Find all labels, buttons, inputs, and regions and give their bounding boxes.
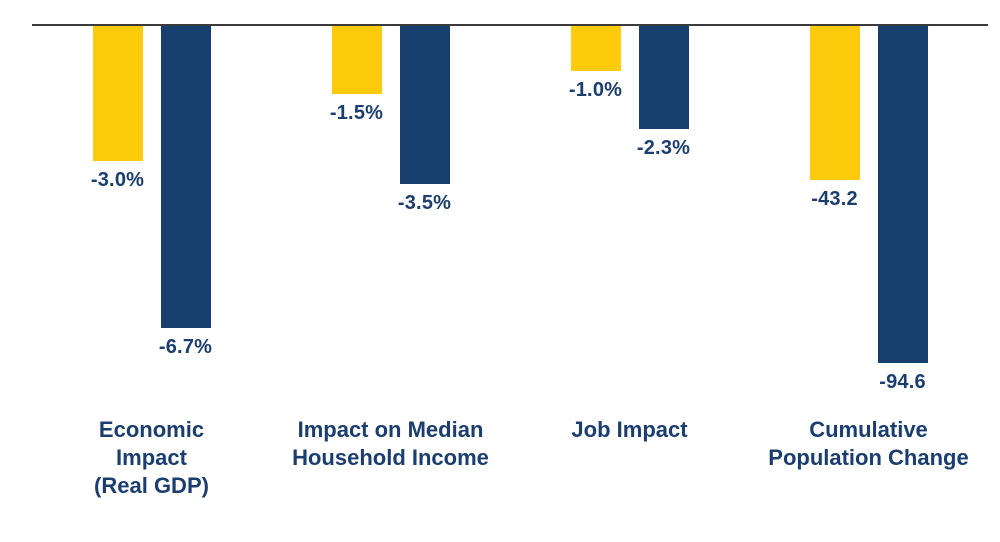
category-label-line: Cumulative xyxy=(809,417,928,442)
category-label-impact-on-median-household-income: Impact on Median Household Income xyxy=(251,416,531,472)
category-label-line: Population Change xyxy=(768,445,969,470)
bar-value-label-gold-series-impact-on-median-household-income: -1.5% xyxy=(329,102,384,124)
bar-navy-series-job-impact xyxy=(638,26,689,129)
category-label-line: Impact on Median xyxy=(297,417,484,442)
bar-navy-series-impact-on-median-household-income xyxy=(399,26,450,184)
category-label-economic-impact-real-gdp: Economic Impact (Real GDP) xyxy=(12,416,292,500)
bar-navy-series-economic-impact-real-gdp xyxy=(160,26,211,328)
bar-gold-series-cumulative-population-change xyxy=(809,26,860,180)
bar-value-label-gold-series-economic-impact-real-gdp: -3.0% xyxy=(90,169,145,191)
category-label-line: Job Impact xyxy=(571,417,688,442)
category-label-job-impact: Job Impact xyxy=(490,416,770,444)
bar-value-label-navy-series-job-impact: -2.3% xyxy=(636,137,691,159)
category-label-line: Impact xyxy=(116,445,187,470)
category-label-line: Household Income xyxy=(292,445,489,470)
category-label-line: Economic xyxy=(98,417,205,442)
bar-gold-series-job-impact xyxy=(570,26,621,71)
bar-value-label-gold-series-job-impact: -1.0% xyxy=(568,79,623,101)
bar-value-label-navy-series-cumulative-population-change: -94.6 xyxy=(879,371,926,393)
category-label-cumulative-population-change: Cumulative Population Change xyxy=(729,416,1000,472)
axis-baseline xyxy=(32,24,988,26)
bar-value-label-navy-series-economic-impact-real-gdp: -6.7% xyxy=(158,336,213,358)
category-label-line: (Real GDP) xyxy=(94,473,209,498)
bar-gold-series-economic-impact-real-gdp xyxy=(92,26,143,161)
bar-value-label-navy-series-impact-on-median-household-income: -3.5% xyxy=(397,192,452,214)
bar-value-label-gold-series-cumulative-population-change: -43.2 xyxy=(811,188,858,210)
bar-navy-series-cumulative-population-change xyxy=(877,26,928,363)
bar-gold-series-impact-on-median-household-income xyxy=(331,26,382,94)
